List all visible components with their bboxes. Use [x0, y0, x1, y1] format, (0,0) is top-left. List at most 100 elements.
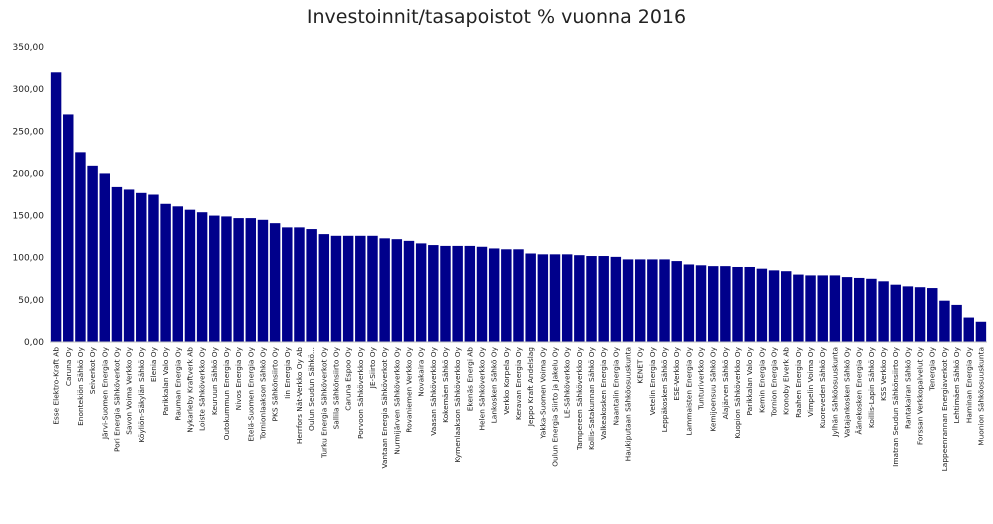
x-tick-label: Vantaan Energia Sähköverkot Oy [380, 346, 389, 468]
y-tick-label: 50,00 [18, 296, 44, 306]
x-tick-label: Jylhän Sähköosuuskunta [830, 347, 839, 438]
y-tick-label: 200,00 [13, 169, 45, 179]
x-tick-label: Tampereen Sähköverkko Oy [575, 346, 584, 451]
x-tick-label: Haminan Energia Oy [964, 346, 973, 423]
bar [537, 254, 549, 342]
bar [598, 256, 609, 342]
bar [488, 248, 500, 342]
x-tick-label: Vaasan Sähköverkko Oy [429, 346, 438, 435]
x-tick-label: Yakka-Suomen Voima Oy [538, 346, 547, 439]
bar [342, 235, 354, 342]
x-tick-label: Lappeenrannan Energiaverkot Oy [940, 346, 949, 471]
bar [525, 253, 536, 342]
bar [148, 194, 159, 342]
x-tick-label: Kymenlaakson Sähköverkko Oy [453, 346, 462, 462]
bar [975, 321, 987, 342]
x-tick-label: Helen Sähköverkko Oy [477, 346, 486, 430]
bar [209, 215, 220, 342]
chart-title: Investoinnit/tasapoistot % vuonna 2016 [306, 6, 687, 28]
x-tick-label: Turku Energia Sähköverkot Oy [319, 346, 328, 459]
x-tick-label: Alajärven Sähkö Oy [721, 346, 730, 419]
bar [549, 254, 561, 342]
x-tick-label: Imatran Seudun Sähkönsiirto Oy [891, 346, 900, 466]
bar [622, 259, 634, 342]
x-tick-label: Lankosken Sähkö Oy [490, 346, 499, 423]
y-tick-label: 300,00 [13, 85, 45, 95]
bar [610, 256, 622, 342]
bar [659, 259, 670, 342]
bar [951, 304, 962, 342]
bar [476, 246, 488, 342]
x-tick-label: KSS Verkko Oy [879, 346, 888, 401]
x-tick-label: Elenia Oy [149, 346, 158, 382]
bar [379, 238, 390, 342]
bar [756, 268, 768, 342]
bar [561, 254, 573, 342]
bar [367, 235, 378, 342]
bar [87, 165, 98, 342]
x-tick-label: Kollis-Satakunnan Sähkö Oy [587, 346, 596, 450]
bar [574, 255, 585, 342]
bar [50, 72, 62, 342]
x-tick-label: Vetelin Energia Oy [648, 346, 657, 415]
bar [963, 317, 974, 342]
bar [196, 212, 208, 342]
x-tick-label: Tunturiverkko Oy [697, 346, 706, 410]
bar [75, 152, 86, 342]
bar [939, 300, 950, 342]
bar [501, 249, 512, 342]
x-tick-label: Järvi-Suomen Energia Oy [100, 346, 109, 440]
x-tick-label: Oulun Energia Siirto ja Jakelu Oy [551, 346, 560, 466]
x-tick-label: Parikkalan Valo Oy [745, 346, 754, 415]
bar [695, 265, 707, 342]
bar [768, 270, 780, 342]
x-tick-label: Tornionlaakson Sähkö Oy [258, 346, 267, 440]
bar-series [50, 72, 987, 343]
x-tick-label: Kokemäen Sähkö Oy [441, 346, 450, 422]
x-tick-label: Porvoon Sähköverkko Oy [356, 346, 365, 439]
y-tick-label: 250,00 [13, 127, 45, 137]
x-tick-label: Kemin Energia Oy [757, 346, 766, 413]
bar [269, 223, 281, 342]
x-tick-label: Muonion Sähköosuuskunta [976, 347, 985, 446]
x-tick-label: Vimpelin Voima Oy [806, 346, 815, 416]
bar [841, 277, 853, 342]
x-tick-label: Herrfors Nät-Verkko Oy Ab [295, 347, 304, 444]
x-tick-label: Caruna Espoo Oy [344, 346, 353, 410]
x-tick-label: Nurmijärven Sähköverkko Oy [392, 346, 401, 454]
x-tick-label: Iin Energia Oy [283, 346, 292, 399]
x-tick-label: Nykarleby Kraftverk Ab [185, 347, 194, 433]
x-tick-label: Seiverkot Oy [88, 346, 97, 394]
x-tick-label: JE-Siirto Oy [368, 346, 377, 389]
x-tick-label: Koillis-Lapin Sähkö Oy [867, 346, 876, 428]
bar [415, 243, 427, 342]
bar [720, 266, 731, 342]
x-tick-label: Keravan Energia Oy [514, 346, 523, 420]
x-tick-label: Lehtimäen Sähkö Oy [952, 346, 961, 423]
bar [257, 219, 269, 342]
bar [902, 286, 914, 342]
bar [172, 206, 184, 342]
bar [136, 192, 147, 342]
x-tick-label: Haukiputaan Sähköosuuskunta [624, 347, 633, 461]
x-tick-label: Loiste Sähköverkko Oy [198, 346, 207, 431]
x-tick-label: Sallila Sähkönsiirto Oy [331, 346, 340, 429]
x-tick-label: Jeppo Kraft Andelslag [526, 347, 535, 428]
x-tick-label: KENET Oy [636, 346, 645, 383]
x-tick-label: Nivos Energia Oy [234, 346, 243, 410]
bar [829, 275, 841, 342]
x-tick-label: Kuoreveden Sähkö Oy [818, 346, 827, 428]
bar [318, 234, 330, 342]
bar [99, 173, 110, 342]
x-tick-label: Caruna Oy [64, 346, 73, 386]
y-axis: 0,00 50,00 100,00 150,00 200,00 250,00 300,00 3… [13, 43, 45, 348]
x-tick-label: Tenergia Oy [928, 346, 937, 391]
x-tick-label: Naantalin Energia Oy [611, 346, 620, 425]
bar [245, 218, 257, 342]
bar [123, 189, 135, 342]
y-tick-label: 150,00 [13, 212, 45, 222]
bar [671, 261, 682, 342]
bar [330, 235, 342, 342]
bar [233, 218, 244, 342]
